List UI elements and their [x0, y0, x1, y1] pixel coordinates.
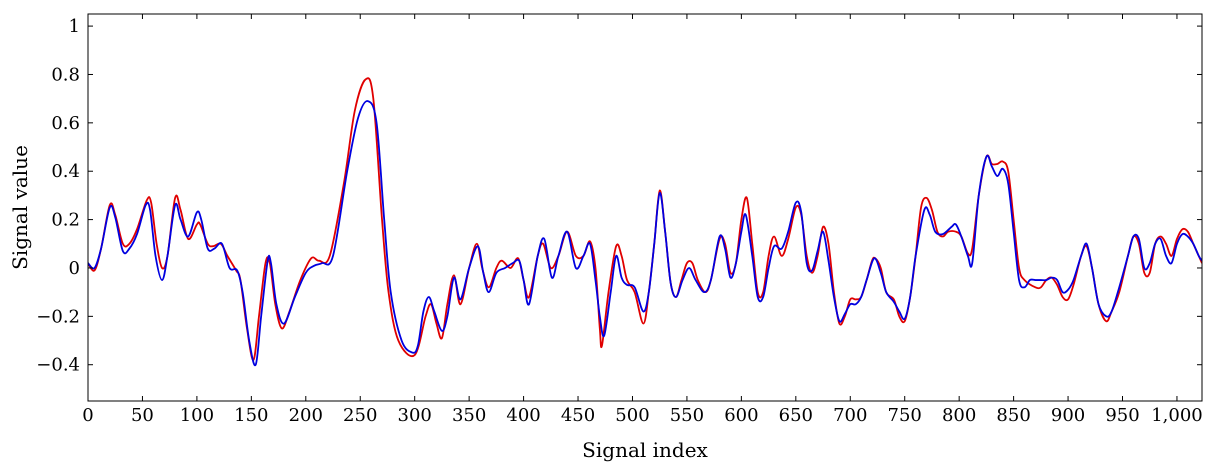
x-tick-label: 350 [452, 405, 486, 426]
y-tick-label: 0.8 [51, 64, 80, 85]
x-tick-label: 300 [398, 405, 432, 426]
red-series-line [88, 77, 1202, 361]
y-tick-label: 0.4 [51, 161, 80, 182]
x-tick-label: 650 [779, 405, 813, 426]
x-tick-label: 700 [833, 405, 867, 426]
x-tick-label: 500 [615, 405, 649, 426]
x-tick-label: 400 [506, 405, 540, 426]
x-tick-label: 250 [343, 405, 377, 426]
y-axis-label: Signal value [8, 145, 32, 270]
y-tick-label: 1 [69, 16, 80, 37]
tick-layer: 0 50 100 150 200 250 300 350 400 450 500 550 600 650 7… [36, 14, 1203, 426]
blue-series-line [88, 100, 1202, 367]
x-tick-label: 950 [1105, 405, 1139, 426]
x-tick-label: 900 [1051, 405, 1085, 426]
x-tick-label: 800 [942, 405, 976, 426]
x-tick-label: 750 [888, 405, 922, 426]
y-tick-label: −0.4 [36, 355, 80, 376]
x-tick-label: 450 [561, 405, 595, 426]
x-tick-label: 50 [131, 405, 154, 426]
y-tick-label: 0.6 [51, 113, 80, 134]
series-layer [88, 77, 1202, 367]
x-tick-label: 0 [82, 405, 93, 426]
x-axis-label: Signal index [582, 438, 708, 462]
plot-frame [87, 13, 1203, 402]
x-tick-label: 200 [289, 405, 323, 426]
x-tick-label: 550 [670, 405, 704, 426]
y-tick-label: 0.2 [51, 210, 80, 231]
y-tick-label: −0.2 [36, 306, 80, 327]
x-tick-label: 100 [180, 405, 214, 426]
x-tick-label: 150 [234, 405, 268, 426]
x-tick-label: 850 [996, 405, 1030, 426]
y-tick-label: 0 [69, 258, 80, 279]
x-tick-label: 600 [724, 405, 758, 426]
x-tick-label: 1,000 [1151, 405, 1203, 426]
